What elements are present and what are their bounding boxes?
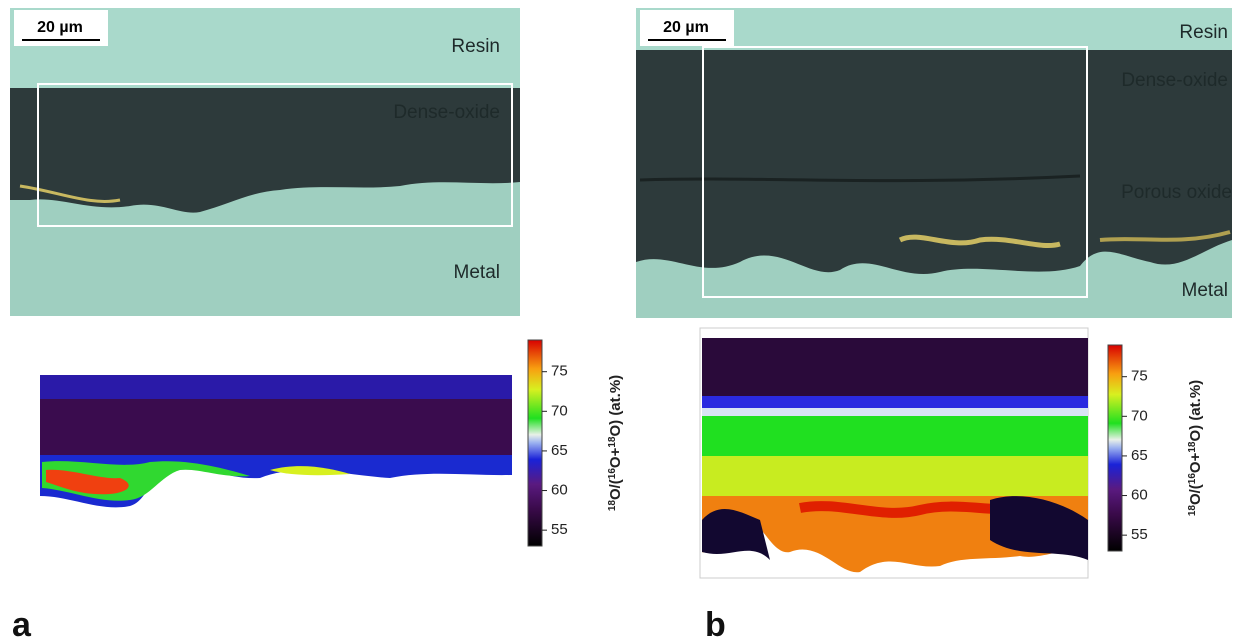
colorbar-title: 18O/(16O+18O) (at.%)	[1187, 380, 1205, 516]
colorbar-title-part: O/(	[607, 479, 624, 500]
colorbar-tick-label: 60	[1131, 487, 1148, 504]
colorbar-tick-label: 65	[551, 442, 568, 459]
colorbar-title-part: O) (at.%)	[607, 375, 624, 437]
isotope-map-a	[40, 375, 512, 508]
colorbar-title-part: 18	[607, 436, 618, 448]
colorbar-tick-label: 75	[1131, 368, 1148, 385]
scale-bar-label: 20 µm	[663, 19, 709, 36]
colorbar-title-part: O/(	[1187, 484, 1204, 505]
region-label: Porous oxide	[1121, 182, 1232, 203]
colorbar-title-part: 16	[1187, 473, 1198, 485]
region-label: Resin	[451, 36, 500, 57]
colorbar-tick-label: 65	[1131, 447, 1148, 464]
colorbar-title-part: 16	[607, 468, 618, 480]
colorbar-tick-label: 60	[551, 482, 568, 499]
scale-bar-label: 20 µm	[37, 19, 83, 36]
isotope-map-b	[699, 327, 1089, 579]
region-label: Metal	[1182, 280, 1228, 301]
panel-label: a	[12, 606, 32, 640]
colorbar-title-part: O+	[1187, 452, 1204, 473]
micrograph-a	[10, 8, 520, 316]
colorbar-b	[1107, 344, 1123, 552]
colorbar-a	[527, 339, 543, 547]
colorbar-title-part: 18	[1187, 441, 1198, 453]
colorbar-title: 18O/(16O+18O) (at.%)	[607, 375, 625, 511]
colorbar-tick-label: 70	[551, 402, 568, 419]
colorbar-tick-label: 55	[551, 521, 568, 538]
colorbar-tick-label: 70	[1131, 407, 1148, 424]
colorbar-title-part: 18	[607, 500, 618, 512]
region-label: Dense-oxide	[393, 102, 500, 123]
colorbar-tick-label: 75	[551, 363, 568, 380]
colorbar-title-part: O+	[607, 447, 624, 468]
region-label: Dense-oxide	[1121, 70, 1228, 91]
colorbar-title-part: O) (at.%)	[1187, 380, 1204, 442]
region-label: Resin	[1179, 22, 1228, 43]
colorbar-title-part: 18	[1187, 505, 1198, 517]
panel-label: b	[705, 606, 726, 640]
region-label: Metal	[454, 262, 500, 283]
micrograph-b	[636, 8, 1232, 318]
colorbar-tick-label: 55	[1131, 526, 1148, 543]
